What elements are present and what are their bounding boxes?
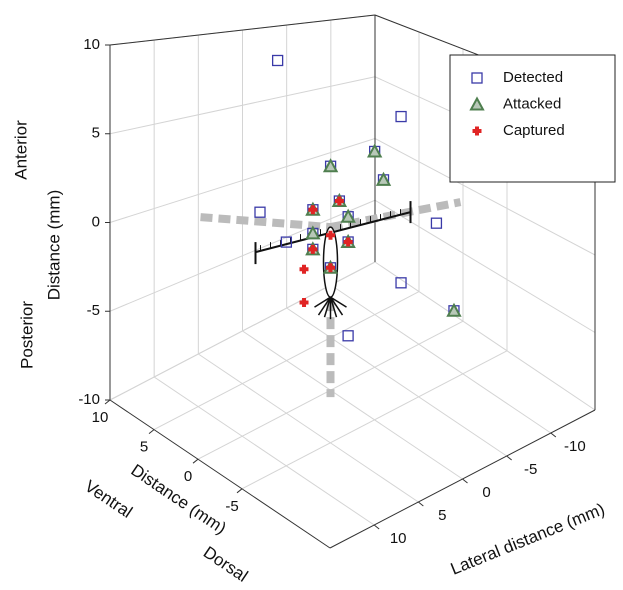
floor-grid-line — [154, 292, 419, 430]
z-tick-label: -10 — [78, 391, 100, 408]
z-tick-label: 10 — [83, 36, 100, 53]
predator-figure — [201, 201, 461, 397]
z-axis-label: Distance (mm) — [44, 190, 63, 301]
detected-marker — [396, 112, 406, 122]
z-tick-label: 5 — [92, 125, 100, 142]
x-axis-label: Lateral distance (mm) — [448, 499, 608, 578]
x-tick-label: 5 — [438, 507, 446, 524]
y-tick — [237, 489, 242, 493]
y-tick-label: 5 — [140, 439, 148, 456]
x-tick-label: 0 — [482, 484, 490, 501]
floor-grid-line — [331, 285, 551, 433]
wall-grid-line — [375, 262, 595, 410]
detected-marker — [343, 331, 353, 341]
x-tick — [551, 433, 556, 437]
chart: -10-50510-50510-10-50510 DetectedAttacke… — [0, 0, 623, 590]
y-tick — [149, 430, 154, 434]
detected-marker — [255, 207, 265, 217]
legend-label: Attacked — [503, 95, 561, 112]
legend-label: Captured — [503, 122, 565, 139]
x-tick — [418, 502, 423, 506]
y-tick-label: -5 — [225, 498, 238, 515]
captured-marker — [300, 265, 308, 273]
y-tick-label: 10 — [92, 409, 109, 426]
x-tick — [463, 479, 468, 483]
x-tick-label: -5 — [524, 461, 537, 478]
z-axis-low: Posterior — [17, 301, 36, 369]
floor-grid-line — [287, 308, 507, 456]
wall-grid-line — [375, 200, 595, 332]
captured-marker — [300, 298, 308, 306]
y-tick-label: 0 — [184, 468, 192, 485]
floor-grid-line — [198, 354, 418, 502]
x-tick-label: -10 — [564, 438, 586, 455]
detected-marker — [273, 55, 283, 65]
floor-grid-line — [243, 331, 463, 479]
detected-marker — [431, 218, 441, 228]
x-tick — [374, 525, 379, 529]
legend-label: Detected — [503, 69, 563, 86]
z-axis-high: Anterior — [11, 120, 30, 180]
floor-grid-line — [242, 351, 507, 489]
z-tick-label: 0 — [92, 213, 100, 230]
y-tick — [105, 400, 110, 404]
y-axis-low: Dorsal — [200, 543, 251, 586]
y-axis-label: Distance (mm) — [127, 460, 229, 538]
x-tick — [507, 456, 512, 460]
y-tick — [193, 459, 198, 463]
x-tick-label: 10 — [390, 530, 407, 547]
y-axis-high: Ventral — [81, 476, 136, 521]
z-tick-label: -5 — [87, 302, 100, 319]
